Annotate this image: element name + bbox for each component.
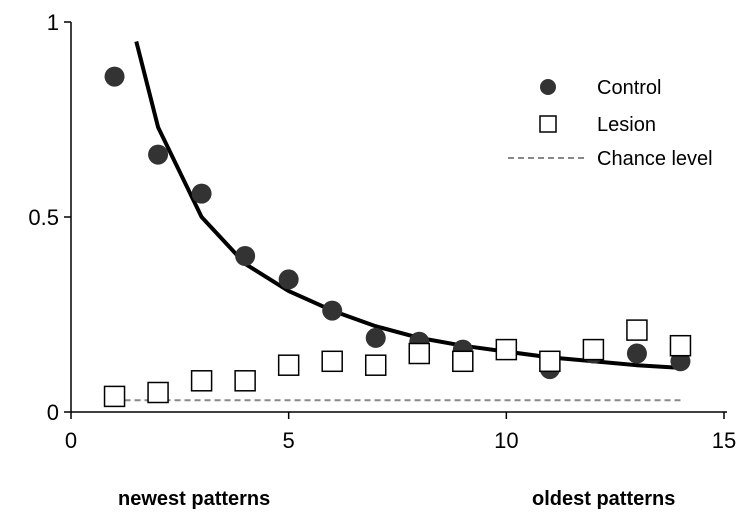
control-point <box>235 246 256 266</box>
control-point <box>626 343 647 364</box>
x-tick-label: 0 <box>65 428 77 453</box>
y-tick-label: 0.5 <box>28 205 59 230</box>
lesion-point <box>234 370 256 392</box>
legend-lesion-marker <box>539 115 557 133</box>
control-point <box>191 183 212 204</box>
legend-lesion-label: Lesion <box>597 114 656 136</box>
axes: 0 5 10 15 0 0.5 1 <box>28 10 736 453</box>
lesion-point <box>626 319 648 341</box>
legend-control-marker <box>540 79 556 95</box>
legend-chance-label: Chance level <box>597 148 713 170</box>
fit-curve <box>134 41 681 370</box>
y-tick-label: 0 <box>47 400 59 425</box>
y-tick-label: 1 <box>47 10 59 35</box>
x-tick-label: 5 <box>283 428 295 453</box>
lesion-point <box>277 354 300 376</box>
legend-control-label: Control <box>597 77 661 99</box>
control-point <box>278 269 299 290</box>
x-tick-label: 15 <box>712 428 736 453</box>
lesion-point <box>364 354 387 376</box>
lesion-point <box>452 350 474 373</box>
control-point <box>148 144 169 165</box>
lesion-point <box>495 338 518 361</box>
control-point <box>322 300 343 321</box>
lesion-point <box>669 334 692 357</box>
newest-patterns-note: newest patterns <box>118 488 271 510</box>
oldest-patterns-note: oldest patterns <box>532 488 676 510</box>
lesion-point <box>582 338 605 361</box>
lesion-point <box>147 381 169 404</box>
lesion-point <box>190 370 213 392</box>
lesion-point <box>321 350 343 373</box>
control-point <box>104 66 125 87</box>
control-point <box>365 327 386 348</box>
x-tick-label: 10 <box>494 428 518 453</box>
legend: Control Lesion Chance level <box>508 77 713 170</box>
lesion-point <box>539 350 561 373</box>
lesion-point <box>103 385 126 408</box>
chart-marks <box>103 41 692 408</box>
lesion-point <box>408 342 431 365</box>
